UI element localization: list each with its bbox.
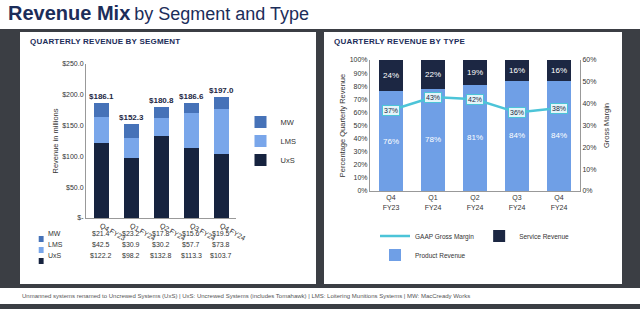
- svg-text:MW: MW: [281, 118, 295, 127]
- svg-text:LMS: LMS: [48, 241, 63, 248]
- svg-text:40%: 40%: [354, 135, 368, 142]
- svg-text:16%: 16%: [551, 66, 567, 75]
- svg-text:Revenue in millions: Revenue in millions: [51, 108, 60, 173]
- svg-text:$103.7: $103.7: [210, 252, 232, 259]
- svg-text:100%: 100%: [350, 56, 368, 63]
- svg-text:43%: 43%: [426, 94, 440, 101]
- svg-text:$73.8: $73.8: [212, 241, 230, 248]
- svg-text:Q1 FY24: Q1 FY24: [128, 222, 156, 243]
- svg-text:Q1FY24: Q1FY24: [425, 194, 442, 210]
- svg-text:24%: 24%: [383, 71, 399, 80]
- svg-text:$42.5: $42.5: [92, 241, 110, 248]
- svg-text:Percentage Quarterly Revenue: Percentage Quarterly Revenue: [338, 74, 347, 177]
- svg-text:Q4FY24: Q4FY24: [551, 194, 568, 210]
- svg-text:Q3FY24: Q3FY24: [509, 194, 526, 210]
- svg-text:$200.0: $200.0: [62, 91, 84, 98]
- svg-text:70%: 70%: [354, 96, 368, 103]
- svg-text:50%: 50%: [354, 122, 368, 129]
- html-text:QUARTERLY REVENUE BY TYPE: QUARTERLY REVENUE BY TYPE: [334, 37, 466, 46]
- svg-text:$186.1: $186.1: [89, 92, 114, 101]
- svg-text:10%: 10%: [354, 174, 368, 181]
- svg-text:22%: 22%: [425, 70, 441, 79]
- svg-text:$23.2: $23.2: [122, 230, 140, 237]
- svg-text:LMS: LMS: [281, 137, 296, 146]
- svg-text:$197.0: $197.0: [209, 86, 234, 95]
- svg-text:90%: 90%: [354, 70, 368, 77]
- svg-text:60%: 60%: [582, 56, 596, 63]
- svg-text:$152.3: $152.3: [119, 113, 144, 122]
- svg-text:UxS: UxS: [48, 252, 62, 259]
- svg-text:Service Revenue: Service Revenue: [519, 233, 569, 240]
- html-text:Revenue Mix by Segment and Typ: Revenue Mix by Segment and Type: [8, 2, 310, 24]
- svg-text:$186.6: $186.6: [179, 92, 204, 101]
- svg-text:Q2 FY24: Q2 FY24: [158, 222, 186, 243]
- svg-text:$57.7: $57.7: [182, 241, 200, 248]
- svg-text:19%: 19%: [467, 68, 483, 77]
- svg-text:0%: 0%: [582, 187, 592, 194]
- svg-text:Gross Margin: Gross Margin: [602, 103, 611, 148]
- svg-text:Q4 FY24: Q4 FY24: [218, 222, 246, 243]
- svg-text:$15.6: $15.6: [182, 230, 200, 237]
- svg-text:Product Revenue: Product Revenue: [415, 252, 466, 259]
- svg-text:Q2FY24: Q2FY24: [467, 194, 484, 210]
- svg-text:60%: 60%: [354, 109, 368, 116]
- svg-text:78%: 78%: [425, 135, 441, 144]
- svg-text:80%: 80%: [354, 83, 368, 90]
- svg-text:16%: 16%: [509, 66, 525, 75]
- svg-text:Q3 FY24: Q3 FY24: [188, 222, 216, 243]
- svg-text:$30.2: $30.2: [152, 241, 170, 248]
- svg-text:$19.5: $19.5: [212, 230, 230, 237]
- svg-text:76%: 76%: [383, 137, 399, 146]
- svg-text:$100.0: $100.0: [62, 153, 84, 160]
- svg-text:37%: 37%: [384, 107, 398, 114]
- svg-text:20%: 20%: [582, 144, 596, 151]
- svg-text:$21.4: $21.4: [92, 230, 110, 237]
- svg-text:20%: 20%: [354, 161, 368, 168]
- svg-text:$113.3: $113.3: [181, 252, 202, 259]
- svg-text:UxS: UxS: [281, 156, 295, 165]
- svg-text:42%: 42%: [468, 96, 482, 103]
- svg-text:30%: 30%: [354, 148, 368, 155]
- svg-text:50%: 50%: [582, 78, 596, 85]
- svg-text:30%: 30%: [582, 122, 596, 129]
- svg-text:$17.8: $17.8: [152, 230, 170, 237]
- svg-text:10%: 10%: [582, 166, 596, 173]
- svg-text:MW: MW: [48, 230, 61, 237]
- svg-text:GAAP Gross Margin: GAAP Gross Margin: [415, 233, 474, 241]
- svg-text:$-: $-: [77, 214, 84, 221]
- svg-text:81%: 81%: [467, 133, 483, 142]
- svg-text:$180.8: $180.8: [149, 96, 174, 105]
- html-text:QUARTERLY REVENUE BY SEGMENT: QUARTERLY REVENUE BY SEGMENT: [30, 37, 181, 46]
- svg-text:$98.2: $98.2: [122, 252, 140, 259]
- svg-text:38%: 38%: [552, 105, 566, 112]
- svg-text:Q4FY23: Q4FY23: [383, 194, 400, 210]
- svg-text:$50.0: $50.0: [66, 184, 84, 191]
- svg-text:84%: 84%: [509, 131, 525, 140]
- svg-text:$122.2: $122.2: [90, 252, 112, 259]
- svg-text:$150.0: $150.0: [62, 122, 84, 129]
- svg-text:Q4 FY23: Q4 FY23: [98, 222, 126, 243]
- svg-text:$132.8: $132.8: [150, 252, 172, 259]
- svg-text:40%: 40%: [582, 100, 596, 107]
- svg-text:$30.9: $30.9: [122, 241, 140, 248]
- svg-text:$250.0: $250.0: [62, 60, 84, 67]
- svg-text:84%: 84%: [551, 131, 567, 140]
- svg-text:36%: 36%: [510, 109, 524, 116]
- html-text:Unmanned systems renamed to Un: Unmanned systems renamed to Uncrewed Sys…: [22, 293, 471, 299]
- svg-text:0%: 0%: [357, 187, 367, 194]
